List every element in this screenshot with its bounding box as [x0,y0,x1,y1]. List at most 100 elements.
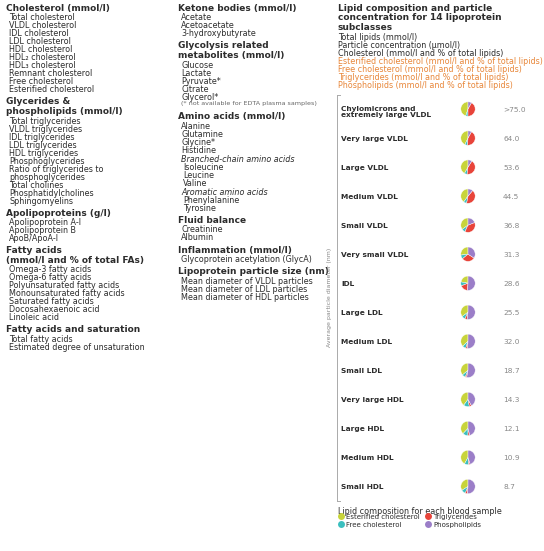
Wedge shape [467,276,475,290]
Text: Inflammation (mmol/l): Inflammation (mmol/l) [178,246,292,255]
Wedge shape [461,421,468,434]
Wedge shape [468,450,475,464]
Wedge shape [467,161,475,174]
Text: 64.0: 64.0 [503,136,520,142]
Wedge shape [466,109,468,116]
Text: Glutamine: Glutamine [181,130,223,139]
Text: phospholipids (mmol/l): phospholipids (mmol/l) [6,107,122,116]
Wedge shape [467,191,475,203]
Wedge shape [461,479,468,490]
Text: Estimated degree of unsaturation: Estimated degree of unsaturation [9,343,145,352]
Text: LDL cholesterol: LDL cholesterol [9,37,71,46]
Point [337,520,345,528]
Text: Triglycerides (mmol/l and % of total lipids): Triglycerides (mmol/l and % of total lip… [338,73,509,83]
Text: Large HDL: Large HDL [341,426,384,433]
Text: Free cholesterol (mmol/l and % of total lipids): Free cholesterol (mmol/l and % of total … [338,66,522,74]
Text: Aromatic amino acids: Aromatic amino acids [181,188,268,197]
Text: Tyrosine: Tyrosine [183,204,216,213]
Wedge shape [465,223,475,233]
Text: 53.6: 53.6 [503,165,520,171]
Wedge shape [465,138,468,145]
Text: HDL cholesterol: HDL cholesterol [9,46,72,55]
Wedge shape [461,131,468,144]
Text: Lipid composition and particle: Lipid composition and particle [338,4,492,13]
Text: Alanine: Alanine [181,122,211,131]
Text: Omega-6 fatty acids: Omega-6 fatty acids [9,273,91,282]
Text: Glycolysis related: Glycolysis related [178,41,269,51]
Wedge shape [465,312,468,320]
Wedge shape [461,254,468,259]
Text: Cholesterol (mmol/l): Cholesterol (mmol/l) [6,4,110,13]
Text: Remnant cholesterol: Remnant cholesterol [9,69,92,78]
Text: Apolipoprotein B: Apolipoprotein B [9,226,76,235]
Text: Phospholipids: Phospholipids [433,522,481,528]
Wedge shape [468,218,475,225]
Text: 14.3: 14.3 [503,397,520,403]
Point [424,520,432,528]
Text: Ketone bodies (mmol/l): Ketone bodies (mmol/l) [178,4,296,13]
Wedge shape [468,392,475,406]
Text: IDL triglycerides: IDL triglycerides [9,132,75,142]
Text: Medium VLDL: Medium VLDL [341,194,398,200]
Text: concentration for 14 lipoprotein: concentration for 14 lipoprotein [338,14,502,23]
Text: Monounsaturated fatty acids: Monounsaturated fatty acids [9,289,125,298]
Text: Very small VLDL: Very small VLDL [341,252,409,258]
Text: IDL cholesterol: IDL cholesterol [9,30,69,39]
Wedge shape [462,254,474,261]
Text: Total lipids (mmol/l): Total lipids (mmol/l) [338,34,417,42]
Text: Sphingomyelins: Sphingomyelins [9,197,73,206]
Wedge shape [468,457,470,464]
Text: 31.3: 31.3 [503,252,520,258]
Text: Total cholesterol: Total cholesterol [9,14,75,23]
Wedge shape [467,479,475,494]
Text: Very large VLDL: Very large VLDL [341,136,408,142]
Point [337,511,345,520]
Text: Total cholines: Total cholines [9,181,63,190]
Text: Isoleucine: Isoleucine [183,163,224,172]
Text: Amino acids (mmol/l): Amino acids (mmol/l) [178,112,286,122]
Text: Particle concentration (μmol/l): Particle concentration (μmol/l) [338,41,460,51]
Text: LDL triglycerides: LDL triglycerides [9,141,77,149]
Text: Mean diameter of LDL particles: Mean diameter of LDL particles [181,284,307,294]
Text: Average particle diameter (nm): Average particle diameter (nm) [327,248,332,347]
Text: subclasses: subclasses [338,23,393,32]
Text: Lipid composition for each blood sample: Lipid composition for each blood sample [338,507,502,516]
Text: Glycoprotein acetylation (GlycA): Glycoprotein acetylation (GlycA) [181,255,312,264]
Text: Ratio of triglycerides to: Ratio of triglycerides to [9,165,103,174]
Text: Fatty acids and saturation: Fatty acids and saturation [6,325,140,334]
Text: Total triglycerides: Total triglycerides [9,116,81,126]
Text: Albumin: Albumin [181,234,214,242]
Wedge shape [461,283,468,290]
Text: Saturated fatty acids: Saturated fatty acids [9,297,94,306]
Wedge shape [467,363,475,377]
Text: Omega-3 fatty acids: Omega-3 fatty acids [9,265,91,274]
Text: Histidine: Histidine [181,146,216,155]
Text: Total fatty acids: Total fatty acids [9,334,73,343]
Wedge shape [468,399,472,407]
Text: Citrate: Citrate [181,84,208,94]
Wedge shape [461,247,468,255]
Text: 8.7: 8.7 [503,484,515,490]
Text: Triglycerides: Triglycerides [433,514,477,520]
Text: Chylomicrons and: Chylomicrons and [341,106,416,111]
Wedge shape [461,282,468,286]
Wedge shape [468,102,475,116]
Wedge shape [461,189,468,202]
Wedge shape [467,305,475,320]
Wedge shape [464,399,469,407]
Text: VLDL triglycerides: VLDL triglycerides [9,125,82,133]
Text: 44.5: 44.5 [503,194,520,200]
Text: Phosphoglycerides: Phosphoglycerides [9,156,84,165]
Text: 12.1: 12.1 [503,426,520,433]
Text: HDL₂ cholesterol: HDL₂ cholesterol [9,53,76,62]
Wedge shape [461,160,468,174]
Text: Valine: Valine [183,179,207,188]
Text: Small LDL: Small LDL [341,368,382,374]
Wedge shape [468,131,472,138]
Text: Free cholesterol: Free cholesterol [346,522,401,528]
Text: 10.9: 10.9 [503,456,520,461]
Text: Docosahexaenoic acid: Docosahexaenoic acid [9,305,100,314]
Text: extremely large VLDL: extremely large VLDL [341,111,431,117]
Wedge shape [468,160,472,167]
Wedge shape [461,363,468,375]
